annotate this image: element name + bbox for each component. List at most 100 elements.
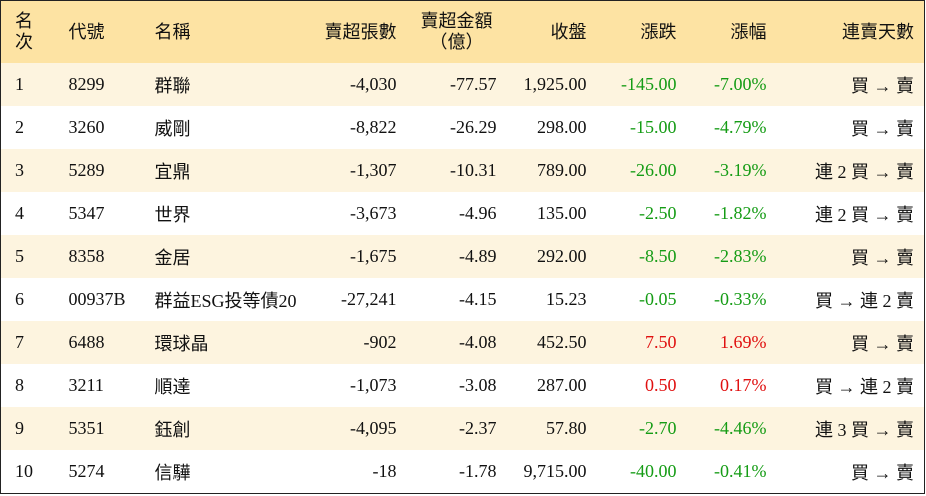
cell: 群益ESG投等債20 [154, 290, 297, 311]
cell: 135.00 [537, 203, 587, 223]
cell: -15.00 [630, 117, 677, 137]
cell: 連 2 買 → 賣 [776, 149, 925, 192]
cell: -26.29 [450, 117, 497, 137]
cell: 6488 [58, 321, 145, 364]
cell: -8,822 [350, 117, 397, 137]
cell: -1,675 [294, 235, 407, 278]
cell: 5347 [68, 203, 105, 223]
cell: 1 [0, 63, 59, 106]
cell: -26.00 [596, 149, 687, 192]
cell: -77.57 [406, 63, 507, 106]
row: 5 8358 金居 -1,675 -4.89 292.00 -8.50 -2.83% 買 → 賣 [0, 235, 925, 278]
cell: 15.23 [546, 289, 587, 309]
cell: -3.08 [459, 375, 497, 395]
cell: -1.82% [714, 203, 767, 223]
cell: 5274 [68, 461, 105, 481]
cell: 00937B [68, 289, 126, 309]
cell: -2.37 [406, 407, 507, 450]
header-row: 名次 代號 名稱 賣超張數 賣超金額 （億） 收盤 漲跌 漲幅 連賣天數 [0, 0, 925, 63]
cell: -4.46% [686, 407, 777, 450]
header-cell: 漲跌 [596, 0, 687, 63]
cell: -2.83% [686, 235, 777, 278]
row: 3 5289 宜鼎 -1,307 -10.31 789.00 -26.00 -3.19% 連 2… [0, 149, 925, 192]
cell: 10 [15, 461, 33, 481]
cell: 2 [15, 117, 24, 137]
cell: 買 → 賣 [851, 462, 914, 483]
header-cell: 收盤 [506, 0, 597, 63]
header-cell: 名次 [0, 0, 59, 63]
cell: -4.15 [459, 289, 497, 309]
cell: 買 → 連 2 賣 [815, 376, 914, 397]
cell: -4.79% [714, 117, 767, 137]
cell: 宜鼎 [144, 149, 295, 192]
cell: 789.00 [506, 149, 597, 192]
cell: 金居 [144, 235, 295, 278]
cell: 7.50 [596, 321, 687, 364]
cell: 292.00 [506, 235, 597, 278]
cell: -902 [294, 321, 407, 364]
cell: 9 [0, 407, 59, 450]
cell: 0.50 [645, 375, 677, 395]
cell: 5 [0, 235, 59, 278]
header-cell: 名稱 [144, 0, 295, 63]
cell: 連 3 買 → 賣 [776, 407, 925, 450]
header-cell: 漲幅 [686, 0, 777, 63]
cell: 5351 [58, 407, 145, 450]
cell: -1,073 [350, 375, 397, 395]
cell: -1,307 [294, 149, 407, 192]
cell: 3211 [68, 375, 104, 395]
cell: -27,241 [341, 289, 397, 309]
header-cell: 賣超張數 [294, 0, 407, 63]
cell: -4.08 [406, 321, 507, 364]
cell: 環球晶 [144, 321, 295, 364]
cell: -4.89 [406, 235, 507, 278]
cell: 57.80 [506, 407, 597, 450]
cell: 買 → 賣 [776, 63, 925, 106]
row: 9 5351 鈺創 -4,095 -2.37 57.80 -2.70 -4.46% 連 3 買 … [0, 407, 925, 450]
cell: 1,925.00 [506, 63, 597, 106]
cell: 1.69% [686, 321, 777, 364]
cell: 連 2 買 → 賣 [815, 204, 914, 225]
row: 6 00937B 群益ESG投等債20 -27,241 -4.15 15.23 -0.05 -… [1, 278, 925, 321]
header-cell: 連賣天數 [776, 0, 925, 63]
cell: 0.17% [720, 375, 767, 395]
cell: 3260 [68, 117, 105, 137]
cell: -145.00 [596, 63, 687, 106]
cell: -1.78 [459, 461, 497, 481]
cell: 5289 [58, 149, 145, 192]
cell: -3,673 [350, 203, 397, 223]
cell: -0.05 [639, 289, 677, 309]
cell: 買 → 賣 [776, 321, 925, 364]
row: 2 3260 威剛 -8,822 -26.29 298.00 -15.00 -4.79% 買 →… [1, 106, 925, 149]
cell: -7.00% [686, 63, 777, 106]
cell: -10.31 [406, 149, 507, 192]
cell: -4,030 [294, 63, 407, 106]
cell: -2.70 [596, 407, 687, 450]
cell: -0.41% [714, 461, 767, 481]
cell: 鈺創 [144, 407, 295, 450]
cell: -18 [372, 461, 397, 481]
cell: 信驊 [154, 462, 191, 483]
cell: 世界 [154, 204, 191, 225]
cell: -4.96 [459, 203, 497, 223]
cell: -2.50 [639, 203, 677, 223]
cell: 452.50 [506, 321, 597, 364]
cell: 6 [15, 289, 24, 309]
cell: 8 [15, 375, 24, 395]
cell: -8.50 [596, 235, 687, 278]
cell: -3.19% [686, 149, 777, 192]
header-cell: 代號 [58, 0, 145, 63]
header-cell: 賣超金額 （億） [406, 0, 507, 63]
cell: 群聯 [144, 63, 295, 106]
row: 4 5347 世界 -3,673 -4.96 135.00 -2.50 -1.82% 連 2 買… [1, 192, 925, 235]
cell: 8299 [58, 63, 145, 106]
cell: 287.00 [537, 375, 587, 395]
row: 10 5274 信驊 -18 -1.78 9,715.00 -40.00 -0.41% 買 → … [1, 450, 925, 494]
cell: 威剛 [154, 118, 191, 139]
cell: -4,095 [294, 407, 407, 450]
cell: 順達 [154, 376, 191, 397]
cell: 4 [15, 203, 24, 223]
row: 8 3211 順達 -1,073 -3.08 287.00 0.50 0.17% 買 → 連 2… [1, 364, 925, 407]
